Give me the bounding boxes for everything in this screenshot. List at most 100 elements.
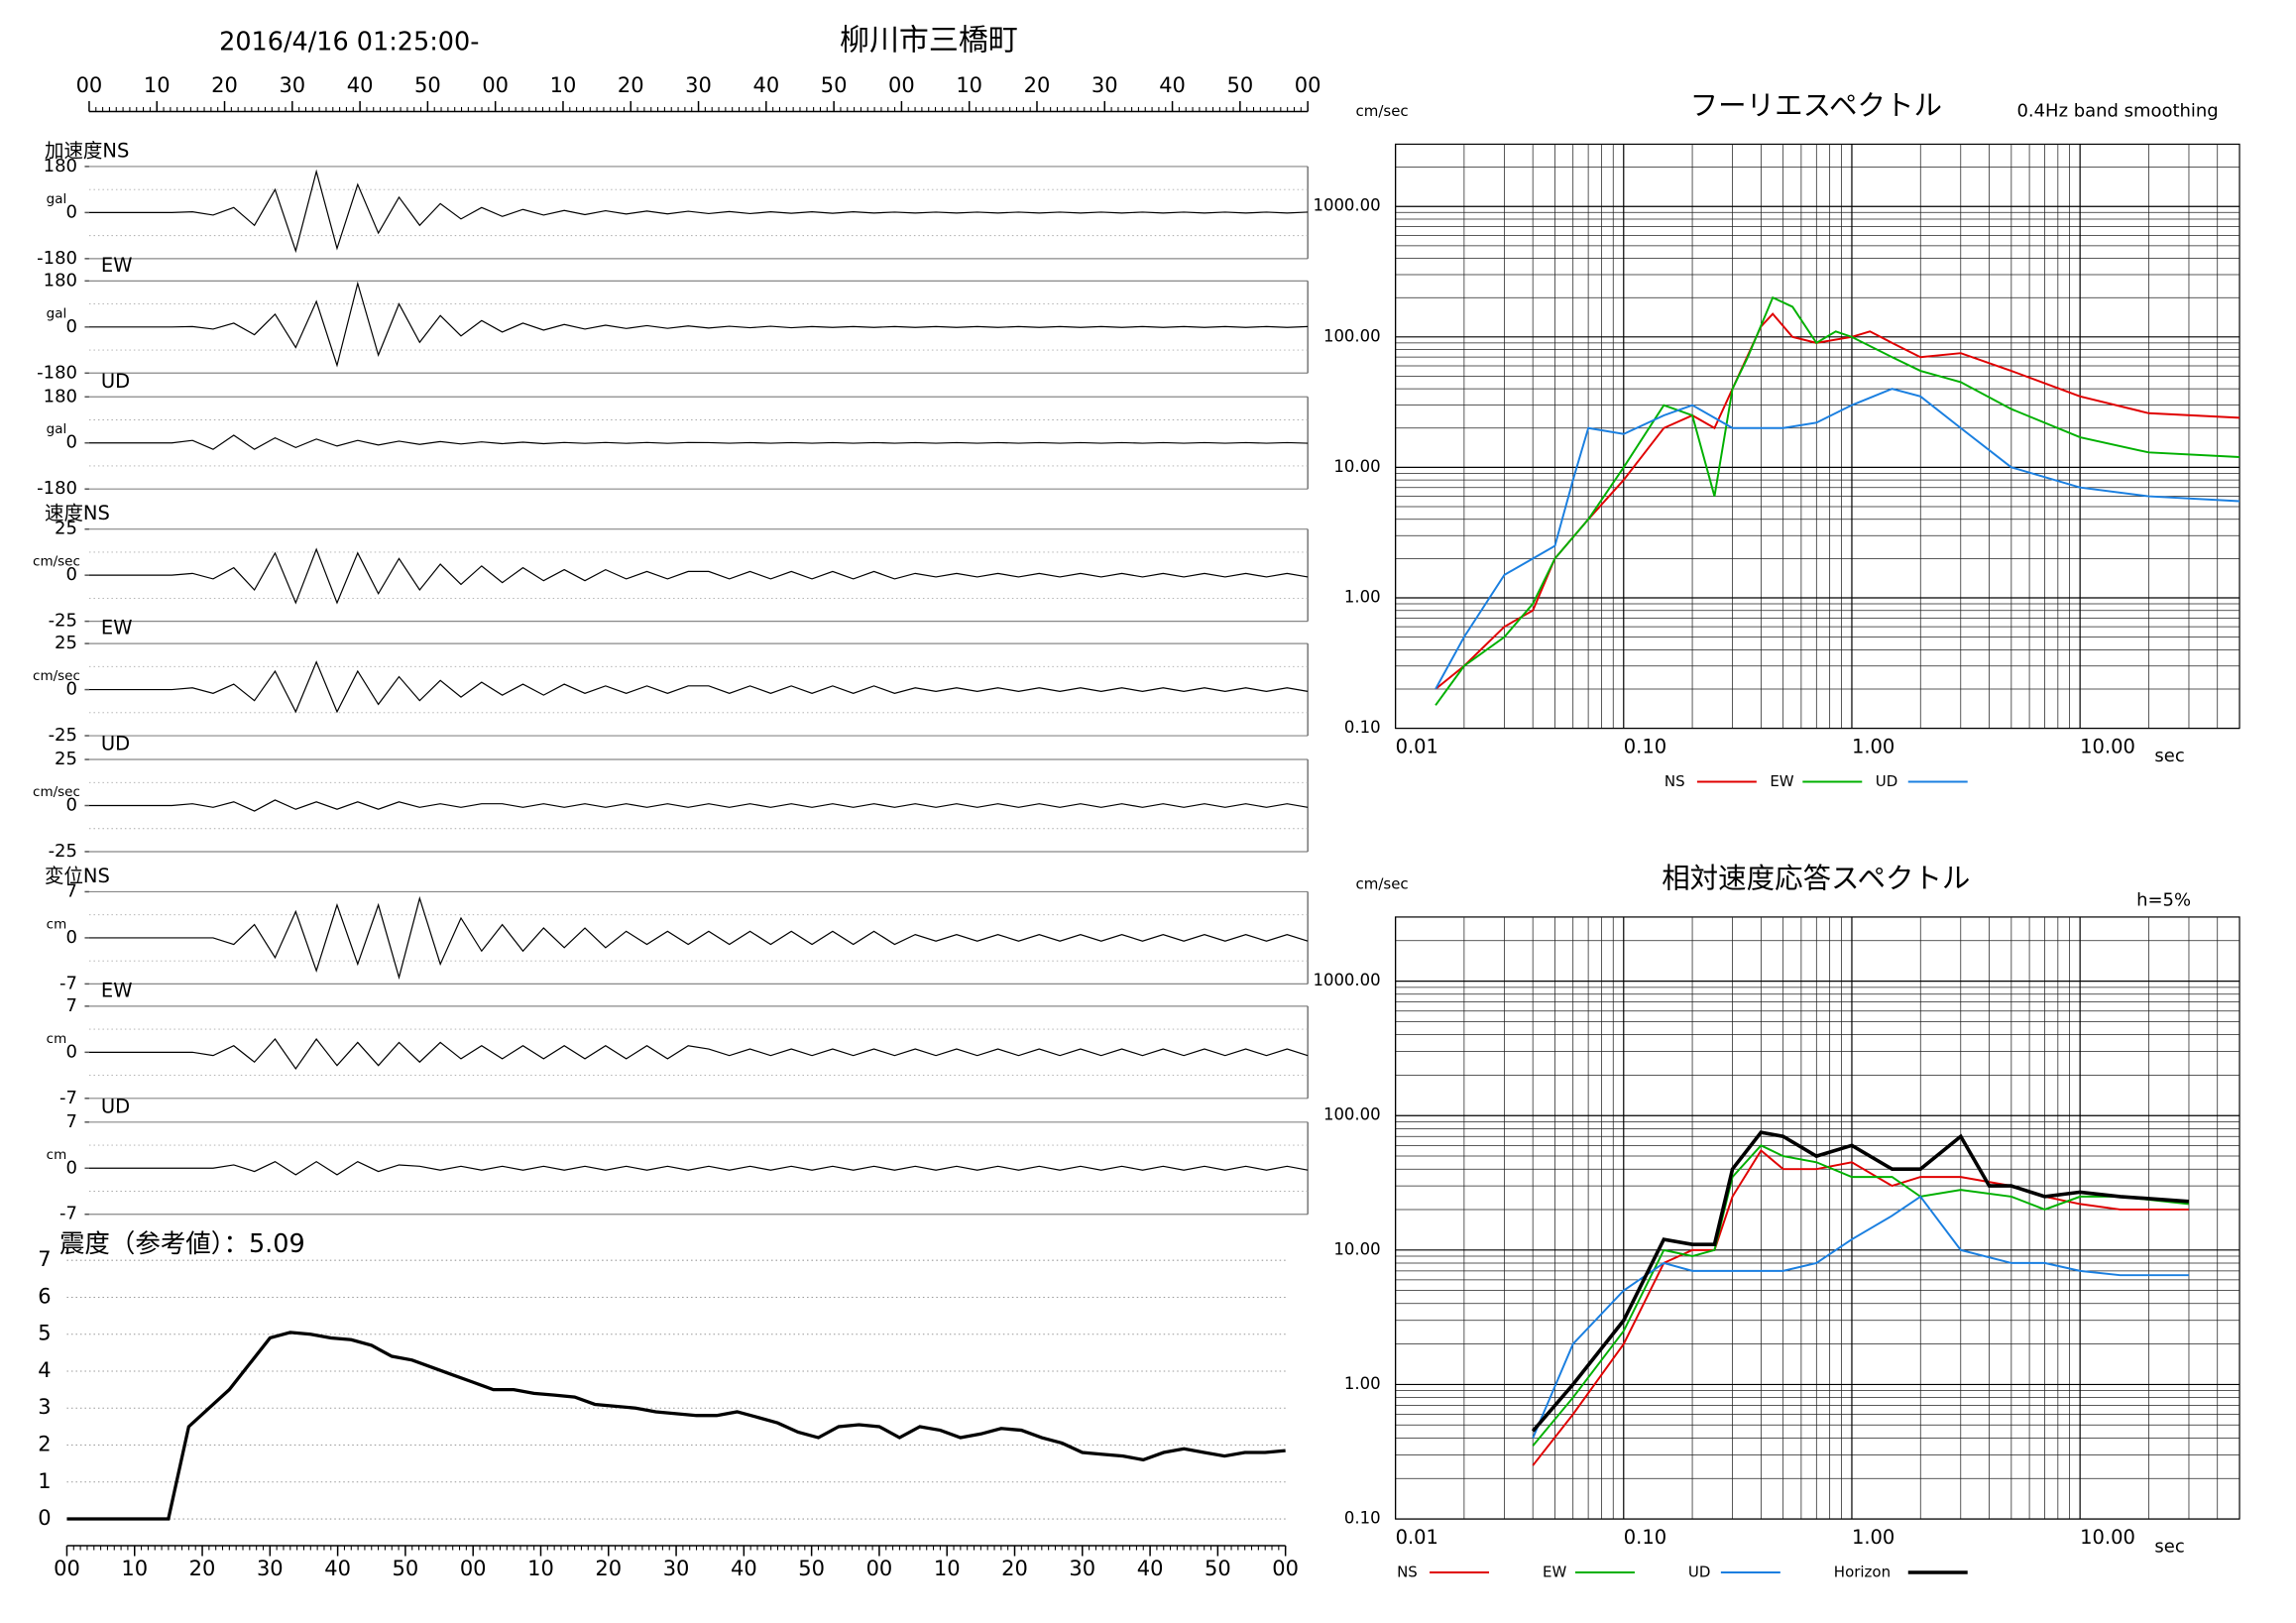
y-axis-unit: cm/sec: [1356, 874, 1409, 892]
legend-label: NS: [1665, 772, 1685, 790]
spectrum-title: 相対速度応答スペクトル: [1662, 862, 1970, 894]
unit-label: cm: [47, 1031, 67, 1047]
x-tick-label: 30: [1091, 73, 1118, 97]
y-tick-label: -180: [37, 362, 77, 383]
unit-label: cm/sec: [33, 784, 80, 800]
x-tick-label: 10: [550, 73, 577, 97]
waveform-trace: [88, 1037, 1309, 1071]
waveform-trace: [88, 434, 1309, 450]
x-tick-label: 0.10: [1624, 1526, 1666, 1549]
x-tick-label: 00: [1272, 1557, 1299, 1580]
x-tick-label: 00: [1295, 73, 1321, 97]
x-tick-label: 50: [1227, 73, 1254, 97]
y-tick-label: 0: [38, 1506, 51, 1530]
y-tick-label: 1000.00: [1313, 196, 1380, 215]
spectrum-title: フーリエスペクトル: [1690, 89, 1942, 122]
y-tick-label: 0: [66, 679, 77, 700]
y-tick-label: 0: [66, 564, 77, 585]
y-tick-label: 0: [66, 316, 77, 337]
y-tick-label: 1.00: [1344, 587, 1381, 606]
y-tick-label: -7: [59, 1088, 77, 1108]
unit-label: cm: [47, 916, 67, 932]
y-tick-label: 180: [44, 270, 77, 290]
x-tick-label: 40: [1159, 73, 1186, 97]
panel-label: UD: [101, 733, 130, 755]
x-tick-label: 00: [54, 1557, 80, 1580]
y-tick-label: 7: [66, 880, 77, 901]
x-tick-label: 50: [393, 1557, 419, 1580]
x-tick-label: 40: [752, 73, 779, 97]
y-tick-label: 25: [55, 749, 77, 769]
panel-label: UD: [101, 370, 130, 393]
unit-label: gal: [47, 421, 67, 437]
y-tick-label: 100.00: [1323, 1105, 1381, 1124]
x-tick-label: 30: [685, 73, 712, 97]
x-tick-label: 10.00: [2080, 736, 2135, 758]
unit-label: cm: [47, 1147, 67, 1163]
y-tick-label: 2: [38, 1433, 51, 1456]
x-tick-label: 0.01: [1396, 1526, 1438, 1549]
y-tick-label: 1: [38, 1469, 51, 1493]
y-tick-label: 5: [38, 1322, 51, 1345]
panel-label: EW: [101, 979, 133, 1001]
x-tick-label: 30: [1069, 1557, 1095, 1580]
x-tick-label: 40: [731, 1557, 757, 1580]
waveform-trace: [88, 547, 1309, 605]
x-tick-label: 00: [888, 73, 915, 97]
x-tick-label: 0.01: [1396, 736, 1438, 758]
waveform-trace: [88, 660, 1309, 714]
legend-label: Horizon: [1834, 1564, 1891, 1581]
y-tick-label: -25: [49, 841, 77, 862]
x-tick-label: 50: [798, 1557, 825, 1580]
x-tick-label: 10: [121, 1557, 148, 1580]
unit-label: cm/sec: [33, 554, 80, 570]
y-tick-label: 0: [66, 1157, 77, 1178]
x-tick-label: 10: [144, 73, 171, 97]
x-tick-label: 40: [324, 1557, 351, 1580]
waveform-trace: [88, 1160, 1309, 1176]
y-tick-label: 0: [66, 201, 77, 222]
panel-label: 速度NS: [45, 502, 110, 524]
y-tick-label: 1000.00: [1313, 971, 1380, 989]
y-tick-label: 6: [38, 1284, 51, 1308]
y-tick-label: 0: [66, 1041, 77, 1062]
x-axis-unit: sec: [2154, 746, 2184, 766]
waveform-trace: [88, 281, 1309, 368]
panel-label: 変位NS: [45, 865, 110, 887]
x-tick-label: 40: [347, 73, 374, 97]
x-tick-label: 20: [595, 1557, 622, 1580]
y-tick-label: 25: [55, 519, 77, 539]
spectrum-line: [1532, 1144, 2190, 1447]
y-tick-label: 3: [38, 1395, 51, 1419]
legend-label: NS: [1397, 1564, 1418, 1581]
x-tick-label: 10: [527, 1557, 554, 1580]
x-tick-label: 20: [1024, 73, 1051, 97]
y-tick-label: 7: [38, 1247, 51, 1271]
spectrum-line: [1532, 1195, 2189, 1439]
y-tick-label: 1.00: [1344, 1374, 1381, 1393]
y-tick-label: 7: [66, 1111, 77, 1132]
y-tick-label: 25: [55, 633, 77, 653]
spectrum-subtitle: 0.4Hz band smoothing: [2016, 100, 2218, 121]
x-tick-label: 10.00: [2080, 1526, 2135, 1549]
x-tick-label: 10: [956, 73, 982, 97]
y-tick-label: 0: [66, 927, 77, 948]
plot-frame: [1394, 143, 2240, 730]
y-tick-label: -25: [49, 611, 77, 632]
legend-label: UD: [1688, 1564, 1711, 1581]
intensity-line: [66, 1331, 1286, 1521]
x-tick-label: 30: [663, 1557, 690, 1580]
plot-frame: [1394, 916, 2240, 1520]
x-tick-label: 30: [257, 1557, 284, 1580]
y-tick-label: 10.00: [1333, 1239, 1380, 1258]
x-tick-label: 00: [866, 1557, 893, 1580]
legend-label: EW: [1770, 772, 1793, 790]
panel-label: UD: [101, 1095, 130, 1117]
x-tick-label: 00: [482, 73, 509, 97]
waveform-trace: [88, 895, 1309, 981]
y-tick-label: -7: [59, 973, 77, 993]
panel-label: EW: [101, 617, 133, 639]
y-tick-label: 10.00: [1333, 457, 1380, 476]
y-tick-label: 0.10: [1344, 1509, 1381, 1528]
